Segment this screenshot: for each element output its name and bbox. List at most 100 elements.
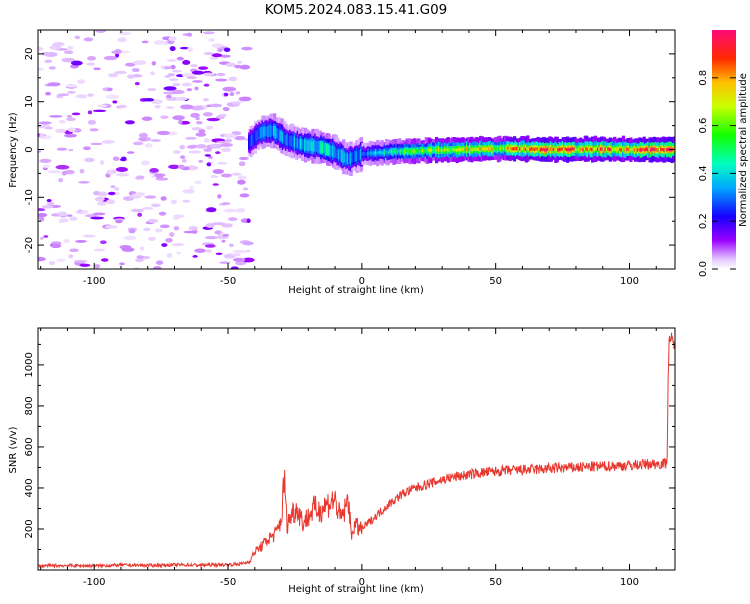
- heatmap-noise-blob: [140, 137, 146, 142]
- heatmap-noise-blob: [150, 99, 163, 105]
- heatmap-noise-blob: [57, 211, 67, 217]
- heatmap-noise-blob: [170, 199, 178, 205]
- heatmap-noise-blob: [147, 218, 159, 224]
- heatmap-noise-blob: [195, 132, 207, 137]
- heatmap-noise-blob: [209, 56, 219, 60]
- heatmap-noise-blob: [203, 51, 214, 56]
- heatmap-noise-blob: [168, 164, 180, 169]
- heatmap-noise-blob: [171, 89, 185, 95]
- heatmap-noise-blob: [104, 225, 118, 229]
- heatmap-noise-blob: [172, 217, 180, 220]
- heatmap-noise-blob: [100, 258, 109, 262]
- heatmap-noise-blob: [194, 86, 199, 91]
- heatmap-noise-blob: [58, 178, 64, 183]
- heatmap-noise-blob: [165, 237, 173, 243]
- heatmap-noise-blob: [83, 37, 94, 42]
- heatmap-noise-blob: [168, 36, 177, 42]
- heatmap-noise-blob: [92, 212, 106, 216]
- heatmap-noise-blob: [128, 229, 136, 234]
- heatmap-noise-blob: [228, 217, 238, 222]
- heatmap-noise-blob: [114, 49, 122, 54]
- heatmap-noise-blob: [61, 170, 67, 176]
- heatmap-noise-blob: [38, 47, 44, 51]
- heatmap-noise-blob: [46, 202, 55, 206]
- x-tick-label: -50: [220, 577, 236, 588]
- heatmap-noise-blob: [155, 177, 169, 181]
- heatmap-noise-blob: [79, 263, 91, 267]
- heatmap-noise-blob: [65, 117, 76, 122]
- heatmap-noise-blob: [171, 242, 184, 247]
- heatmap-noise-blob: [90, 216, 105, 220]
- heatmap-noise-blob: [119, 262, 125, 266]
- heatmap-noise-blob: [232, 253, 241, 257]
- heatmap-noise-blob: [160, 65, 165, 69]
- heatmap-noise-blob: [159, 224, 170, 229]
- heatmap-noise-blob: [136, 175, 145, 179]
- heatmap-noise-blob: [87, 93, 94, 97]
- heatmap-noise-blob: [206, 162, 212, 167]
- heatmap-noise-blob: [206, 125, 214, 130]
- heatmap-noise-blob: [46, 199, 52, 203]
- snr-series-line: [38, 332, 675, 570]
- heatmap-noise-blob: [182, 189, 195, 194]
- heatmap-noise-blob: [246, 249, 251, 253]
- x-tick-label: 100: [620, 577, 639, 588]
- heatmap-noise-blob: [56, 258, 66, 263]
- heatmap-noise-blob: [93, 190, 100, 196]
- heatmap-noise-blob: [237, 175, 247, 180]
- heatmap-noise-blob: [69, 216, 78, 222]
- heatmap-noise-blob: [190, 105, 204, 111]
- heatmap-noise-blob: [217, 194, 222, 199]
- heatmap-noise-blob: [126, 151, 135, 154]
- y-tick-label: -20: [24, 237, 35, 253]
- colorbar-gradient: [712, 30, 736, 269]
- heatmap-noise-blob: [194, 248, 206, 253]
- heatmap-noise-blob: [237, 179, 246, 185]
- heatmap-noise-blob: [132, 60, 147, 66]
- heatmap-x-axis-label: Height of straight line (km): [288, 285, 424, 296]
- heatmap-noise-blob: [43, 235, 49, 238]
- heatmap-noise-blob: [38, 67, 45, 71]
- heatmap-noise-blob: [179, 155, 186, 160]
- heatmap-noise-blob: [242, 241, 254, 246]
- heatmap-noise-blob: [242, 187, 249, 191]
- heatmap-noise-blob: [69, 248, 79, 253]
- heatmap-noise-blob: [67, 91, 76, 94]
- heatmap-noise-blob: [144, 143, 153, 148]
- heatmap-noise-blob: [38, 208, 46, 212]
- heatmap-noise-blob: [232, 257, 246, 262]
- heatmap-noise-blob: [212, 169, 225, 174]
- heatmap-y-ticks: -20 -10 0 10 20: [24, 29, 675, 270]
- heatmap-noise-blob: [87, 119, 97, 125]
- heatmap-noise-blob: [235, 260, 247, 266]
- heatmap-noise-blob: [48, 66, 56, 70]
- snr-axes-frame: [37, 327, 676, 571]
- heatmap-noise-blob: [150, 139, 162, 142]
- heatmap-noise-blob: [63, 50, 74, 54]
- heatmap-noise-blob: [212, 183, 219, 186]
- colorbar: 0.0 0.2 0.4 0.6 0.8 Normalized spectral ampl…: [698, 30, 749, 277]
- heatmap-noise-blob: [68, 148, 74, 152]
- colorbar-label: Normalized spectral amplitude: [738, 73, 749, 227]
- heatmap-noise-blob: [93, 67, 101, 71]
- heatmap-noise-blob: [45, 91, 51, 96]
- heatmap-noise-blob: [173, 214, 185, 218]
- heatmap-noise-blob: [131, 68, 140, 73]
- heatmap-noise-blob: [87, 110, 93, 115]
- heatmap-noise-blob: [44, 126, 54, 130]
- heatmap-noise-blob: [71, 112, 81, 116]
- colorbar-tick-label: 0.2: [698, 213, 709, 229]
- y-tick-label: -10: [24, 189, 35, 205]
- heatmap-noise-blob: [113, 187, 120, 191]
- heatmap-noise-blob: [55, 128, 67, 133]
- heatmap-noise-blob: [164, 75, 171, 78]
- heatmap-noise-blob: [115, 167, 128, 172]
- heatmap-noise-blob: [56, 147, 68, 151]
- heatmap-noise-blob: [106, 199, 115, 205]
- heatmap-noise-blob: [210, 144, 220, 148]
- heatmap-noise-blob: [188, 226, 199, 231]
- heatmap-noise-blob: [170, 64, 176, 70]
- heatmap-noise-blob: [221, 173, 233, 178]
